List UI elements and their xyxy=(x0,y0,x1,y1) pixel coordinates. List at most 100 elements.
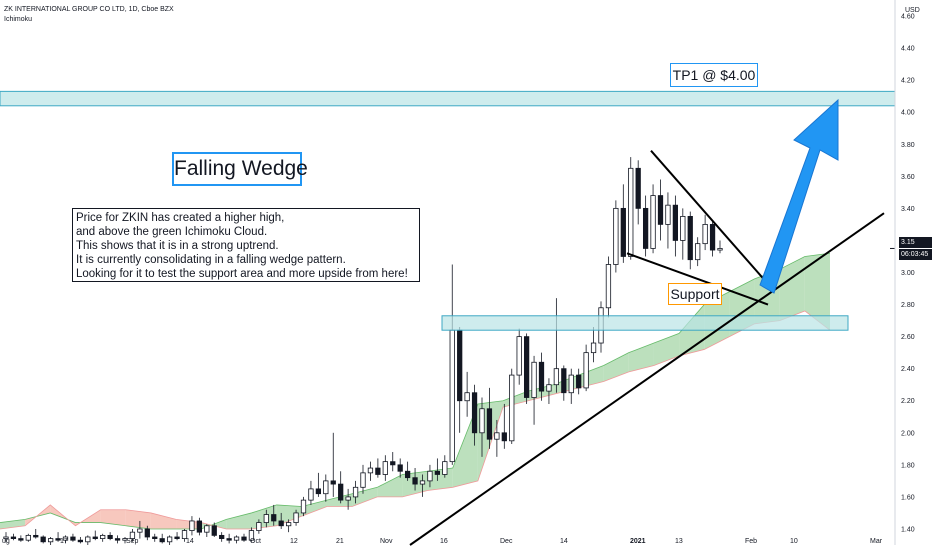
time-axis[interactable]: ug 17 Sep 14 Oct 12 21 Nov 16 Dec 14 2021 13 Feb 10 Mar xyxy=(2,538,883,545)
x-tick-label: 2021 xyxy=(630,538,646,545)
candle-down xyxy=(18,538,24,541)
y-tick-label: 2.80 xyxy=(901,302,915,309)
x-tick-label: Dec xyxy=(500,538,513,545)
cloud-segment xyxy=(603,352,629,382)
price-axis[interactable]: USD4.604.404.204.003.803.603.403.203.002… xyxy=(894,0,920,545)
candle-up xyxy=(323,480,329,495)
y-tick-label: 2.40 xyxy=(901,366,915,373)
candle-down xyxy=(40,536,46,543)
candle-up xyxy=(122,538,128,541)
cloud-segment xyxy=(100,509,126,526)
candle-up xyxy=(605,264,612,309)
candle-down xyxy=(471,392,478,434)
candle-up xyxy=(494,432,500,440)
candle-down xyxy=(397,464,403,472)
commentary-line: It is currently consolidating in a falli… xyxy=(76,254,346,266)
target-label[interactable]: TP1 @ $4.00 xyxy=(670,63,758,87)
x-tick-label: 17 xyxy=(60,538,68,545)
y-tick-label: 3.80 xyxy=(901,142,915,149)
candle-down xyxy=(404,470,411,479)
candle-up xyxy=(382,461,388,475)
candle-up xyxy=(717,248,723,251)
candle-down xyxy=(271,514,277,522)
support-label[interactable]: Support xyxy=(668,283,722,305)
candle-up xyxy=(546,384,552,392)
commentary-line: and above the green Ichimoku Cloud. xyxy=(76,226,268,238)
x-tick-label: ug xyxy=(2,538,10,545)
falling-wedge-label[interactable]: Falling Wedge xyxy=(172,152,308,186)
candle-up xyxy=(25,534,31,541)
candle-down xyxy=(501,432,507,442)
cloud-segment xyxy=(653,333,680,366)
candle-up xyxy=(695,243,701,261)
y-tick-label: 3.40 xyxy=(901,206,915,213)
y-tick-label: 2.20 xyxy=(901,398,915,405)
commentary-box[interactable]: Price for ZKIN has created a higher high… xyxy=(72,208,420,282)
x-tick-label: 10 xyxy=(790,538,798,545)
candle-down xyxy=(196,520,203,533)
candle-down xyxy=(375,467,381,475)
candle-down xyxy=(486,408,493,440)
candle-up xyxy=(47,538,54,543)
candle-up xyxy=(367,467,374,474)
candle-up xyxy=(531,361,537,398)
y-tick-label: 4.60 xyxy=(901,14,915,21)
candle-up xyxy=(449,329,455,463)
x-tick-label: 21 xyxy=(336,538,344,545)
indicator-label[interactable]: Ichimoku xyxy=(4,16,33,23)
x-tick-label: 14 xyxy=(186,538,194,545)
candle-down xyxy=(107,534,113,539)
candle-up xyxy=(613,207,619,265)
x-tick-label: 14 xyxy=(560,538,568,545)
cloud-segment xyxy=(779,256,805,321)
candle-down xyxy=(152,536,158,539)
candle-down xyxy=(457,329,463,402)
x-tick-label: Nov xyxy=(380,538,393,545)
candle-down xyxy=(114,538,121,541)
candle-down xyxy=(33,534,39,538)
candle-down xyxy=(338,483,344,501)
cloud-segment xyxy=(628,343,654,372)
candle-up xyxy=(300,499,307,514)
candle-down xyxy=(92,536,98,539)
wedge-lower-line xyxy=(626,252,769,306)
candle-down xyxy=(434,470,441,475)
candle-up xyxy=(62,536,69,541)
cloud-segment xyxy=(125,509,151,529)
cloud-segment xyxy=(150,512,177,529)
candle-up xyxy=(360,472,366,488)
x-tick-label: 16 xyxy=(440,538,448,545)
commentary-line: This shows that it is in a strong uptren… xyxy=(76,240,279,252)
symbol-title[interactable]: ZK INTERNATIONAL GROUP CO LTD, 1D, Cboe … xyxy=(4,6,174,13)
candle-up xyxy=(590,342,597,354)
candle-down xyxy=(561,368,567,394)
x-tick-label: 13 xyxy=(675,538,683,545)
candle-up xyxy=(680,215,686,241)
candle-down xyxy=(55,538,61,541)
candle-down xyxy=(219,534,225,539)
candle-up xyxy=(464,392,470,402)
candle-down xyxy=(672,204,679,241)
candle-up xyxy=(509,374,515,442)
candle-down xyxy=(70,536,76,541)
candle-down xyxy=(159,538,165,543)
candle-up xyxy=(427,470,433,482)
commentary-line: Price for ZKIN has created a higher high… xyxy=(76,212,285,224)
currency-label: USD xyxy=(905,7,920,14)
candle-down xyxy=(657,195,664,225)
candle-up xyxy=(442,461,448,475)
candle-up xyxy=(479,408,485,434)
candle-down xyxy=(10,536,17,539)
y-tick-label: 1.60 xyxy=(901,494,915,501)
candlestick-series xyxy=(3,157,723,545)
candle-up xyxy=(85,536,91,543)
candle-down xyxy=(77,539,84,543)
candle-down xyxy=(620,207,626,257)
candle-up xyxy=(285,522,292,527)
cloud-segment xyxy=(301,500,327,517)
y-tick-label: 1.40 xyxy=(901,526,915,533)
candle-up xyxy=(100,534,106,539)
trendline-drawings[interactable] xyxy=(0,90,896,546)
candle-up xyxy=(650,195,656,249)
